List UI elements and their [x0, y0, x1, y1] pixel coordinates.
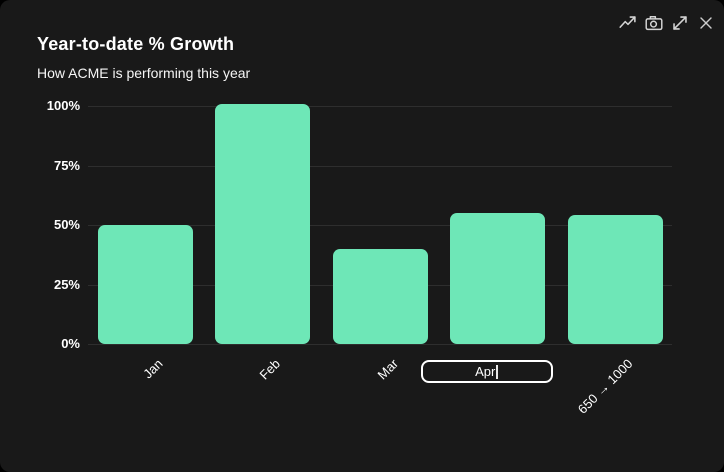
x-axis-tick-label[interactable]: Feb — [256, 356, 284, 383]
bar-chart-plot-area: 0% 25% 50% 75% 100% Jan Feb Mar Apr 650 → 1000 — [47, 96, 672, 417]
y-axis-tick-label: 75% — [53, 157, 80, 173]
bar-Jan[interactable] — [97, 225, 193, 344]
camera-icon — [645, 16, 663, 31]
bar-Apr[interactable] — [450, 213, 545, 344]
x-axis-tick-label[interactable]: 650 → 1000 — [574, 356, 636, 417]
expand-arrows-icon — [673, 16, 687, 30]
gridline-50% — [88, 225, 672, 226]
bar-Feb[interactable] — [215, 103, 310, 344]
y-axis-tick-label: 50% — [53, 217, 80, 232]
bar-Mar[interactable] — [332, 248, 428, 344]
bar-650 → 1000[interactable] — [567, 215, 663, 344]
gridline-100% — [88, 106, 672, 107]
gridline-75% — [88, 165, 672, 167]
chart-toolbar — [615, 10, 719, 36]
trending-up-icon — [619, 16, 636, 28]
snapshot-button[interactable] — [641, 10, 667, 36]
y-axis-tick-label: 0% — [61, 336, 80, 351]
chart-title: Year-to-date % Growth — [37, 34, 235, 54]
text-caret — [496, 364, 498, 379]
y-axis-tick-label: 25% — [53, 276, 80, 292]
chart-subtitle: How ACME is performing this year — [37, 65, 251, 81]
close-button[interactable] — [693, 10, 719, 36]
trend-line-button[interactable] — [615, 10, 641, 36]
gridline-0% — [88, 344, 672, 345]
close-icon — [700, 17, 712, 29]
x-axis-tick-label[interactable]: Mar — [374, 356, 401, 383]
x-axis-label-input-value: Apr — [475, 364, 496, 379]
expand-button[interactable] — [667, 10, 693, 36]
y-axis-tick-label: 100% — [46, 98, 80, 113]
x-axis-labels: Jan Feb Mar Apr 650 → 1000 — [88, 344, 672, 424]
x-axis-tick-label[interactable]: Jan — [140, 356, 166, 382]
x-axis-label-input[interactable]: Apr — [420, 360, 553, 383]
